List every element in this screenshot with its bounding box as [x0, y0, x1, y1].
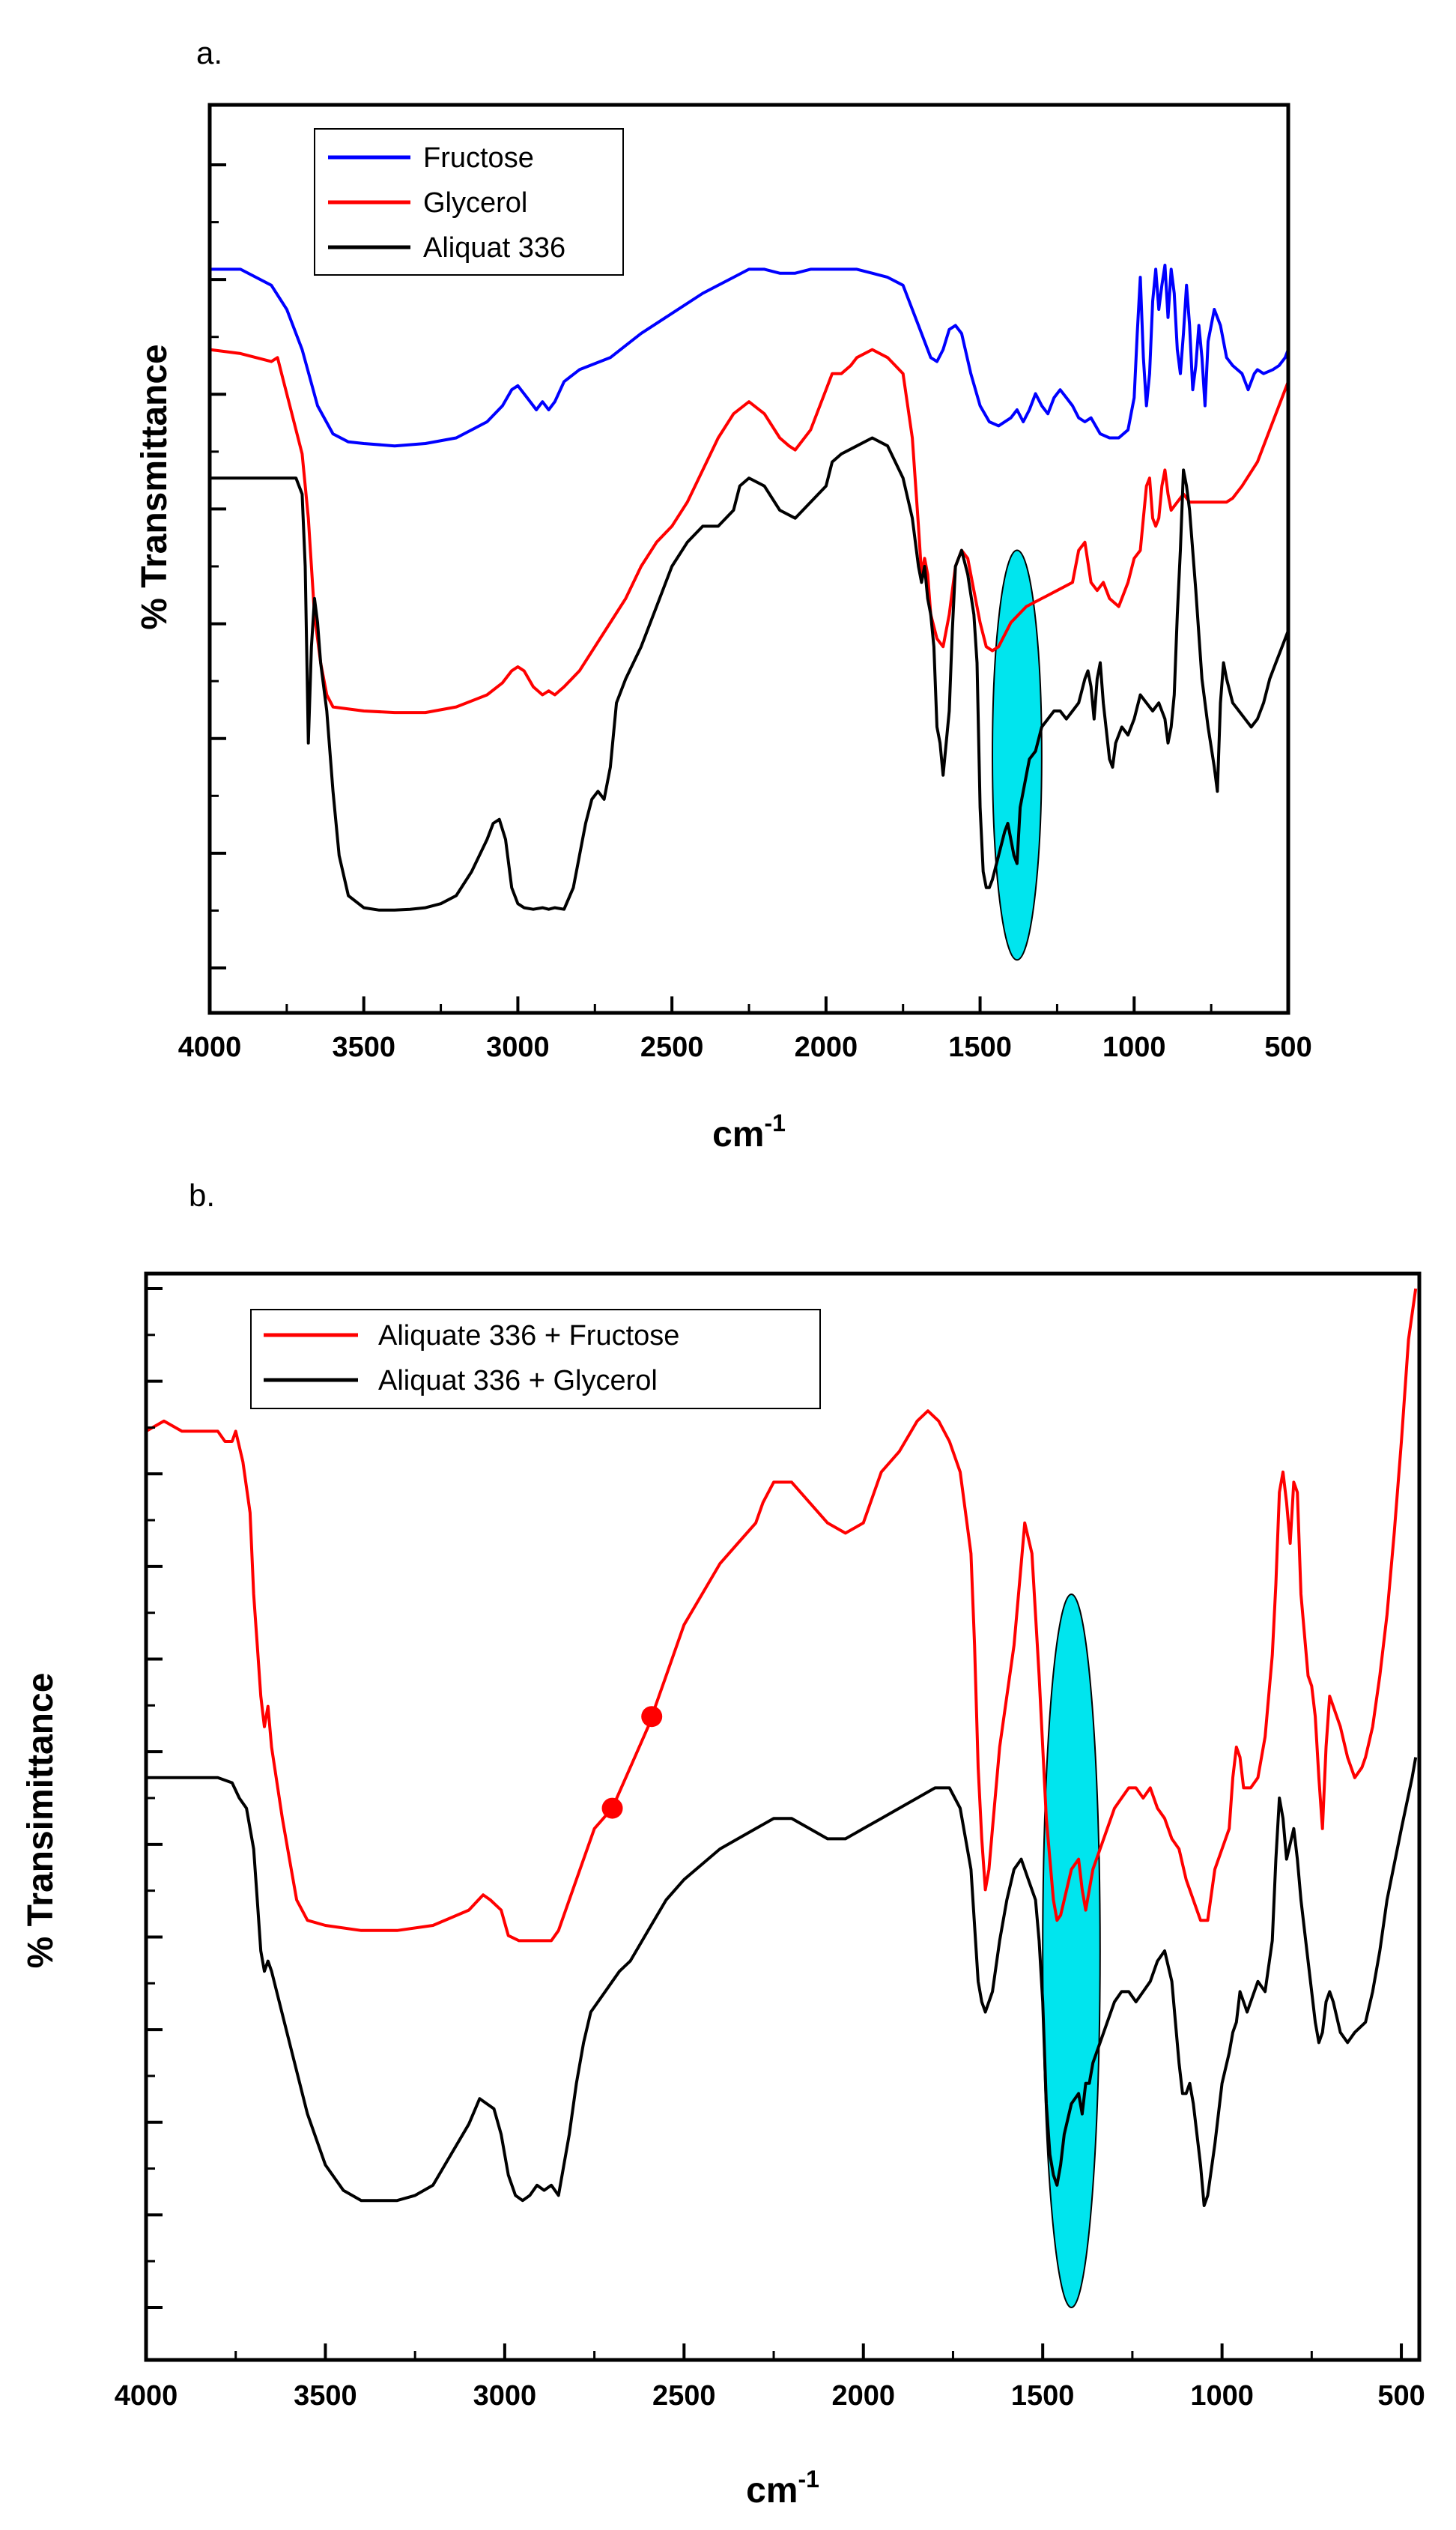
- x-tick-label-4000: 4000: [115, 2380, 178, 2412]
- series-line-fructose: [210, 264, 1290, 448]
- legend-label-aliquat-fructose: Aliquate 336 + Fructose: [378, 1320, 679, 1352]
- data-marker-1: [601, 1797, 623, 1819]
- panel-a-legend: Fructose Glycerol Aliquat 336: [314, 128, 624, 276]
- series-line-aliquat-336-glycerol: [146, 1757, 1418, 2207]
- x-tick-label-3000: 3000: [473, 2380, 537, 2412]
- legend-label-fructose: Fructose: [423, 142, 534, 174]
- legend-label-glycerol: Glycerol: [423, 187, 527, 219]
- x-tick-label-1000: 1000: [1102, 1032, 1166, 1063]
- panel-b-legend-box: [250, 1309, 821, 1409]
- panel-b: b. 4000 3500 3000 2500 2000 1500 1000 500 % Tra…: [21, 1178, 1425, 2511]
- panel-a-plot: 4000 3500 3000 2500 2000 1500 1000 500: [178, 163, 1312, 1063]
- panel-b-x-axis-sup: -1: [798, 2466, 819, 2493]
- x-tick-label-3500: 3500: [332, 1032, 395, 1063]
- panel-a: a. 4000 3500 3000 2500 2000 1500 1000 500 % Tra…: [135, 35, 1312, 1154]
- series-line-aliquat-336: [210, 436, 1290, 912]
- x-tick-label-2000: 2000: [795, 1032, 858, 1063]
- data-marker-0: [641, 1706, 663, 1728]
- panel-b-x-axis-unit: cm: [746, 2471, 798, 2511]
- panel-a-frame: [207, 103, 1290, 1015]
- panel-b-x-axis-title: cm-1: [746, 2466, 819, 2511]
- panel-b-label: b.: [189, 1178, 215, 1213]
- series-line-aliquate-336-fructose: [145, 1288, 1418, 1943]
- x-tick-label-4000: 4000: [178, 1032, 242, 1063]
- legend-label-aliquat: Aliquat 336: [423, 232, 565, 264]
- panel-a-x-axis-title: cm-1: [712, 1110, 786, 1154]
- x-tick-label-1000: 1000: [1190, 2380, 1254, 2412]
- highlight-ellipse-a: [992, 549, 1043, 961]
- x-tick-label-3500: 3500: [294, 2380, 357, 2412]
- x-tick-label-1500: 1500: [1011, 2380, 1075, 2412]
- panel-a-x-axis-unit: cm: [712, 1115, 764, 1154]
- panel-a-label: a.: [196, 35, 222, 70]
- panel-a-y-axis-title: % Transmittance: [135, 344, 175, 629]
- panel-a-x-axis-sup: -1: [764, 1110, 785, 1137]
- x-tick-label-3000: 3000: [486, 1032, 550, 1063]
- series-line-glycerol: [209, 348, 1290, 715]
- x-tick-label-500: 500: [1377, 2380, 1425, 2412]
- x-tick-label-500: 500: [1264, 1032, 1311, 1063]
- legend-label-aliquat-glycerol: Aliquat 336 + Glycerol: [378, 1365, 658, 1396]
- highlight-ellipse-b: [1042, 1594, 1101, 2308]
- x-tick-label-2500: 2500: [652, 2380, 716, 2412]
- panel-b-y-axis-title: % Transimittance: [21, 1673, 61, 1969]
- x-tick-label-2000: 2000: [831, 2380, 895, 2412]
- x-tick-label-2500: 2500: [640, 1032, 704, 1063]
- x-tick-label-1500: 1500: [948, 1032, 1012, 1063]
- panel-b-legend: Aliquate 336 + Fructose Aliquat 336 + Gl…: [250, 1309, 821, 1409]
- panel-b-plot: 4000 3500 3000 2500 2000 1500 1000 500: [115, 1287, 1425, 2412]
- panel-b-frame: [144, 1271, 1422, 2362]
